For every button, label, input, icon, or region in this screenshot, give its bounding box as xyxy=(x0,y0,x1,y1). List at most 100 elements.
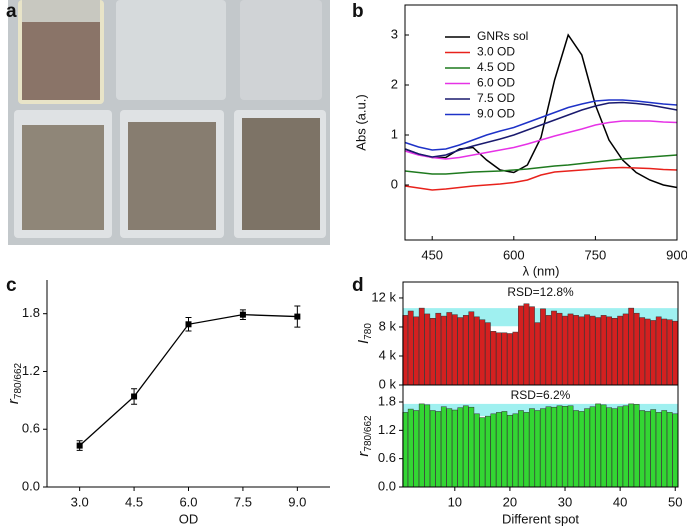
x-tick-label: 30 xyxy=(558,494,572,509)
bar xyxy=(490,331,497,386)
bar xyxy=(529,306,535,386)
y-tick-label: 0.6 xyxy=(378,450,396,465)
y-axis-label: r780/662 xyxy=(5,362,24,404)
bar xyxy=(507,414,513,488)
marker xyxy=(294,313,301,320)
marker xyxy=(131,393,138,400)
bar xyxy=(435,411,442,488)
bar xyxy=(485,415,491,488)
marker xyxy=(185,321,192,328)
x-axis-label: OD xyxy=(179,511,199,526)
bar xyxy=(501,332,508,386)
well-sample xyxy=(242,118,320,230)
bar xyxy=(633,312,640,386)
bar xyxy=(666,319,673,386)
x-tick-label: 50 xyxy=(668,494,682,509)
bar xyxy=(473,413,480,488)
bar xyxy=(512,331,519,386)
bar xyxy=(556,405,563,488)
y-tick-label: 1.2 xyxy=(22,363,40,378)
bar xyxy=(429,318,436,386)
bar xyxy=(534,322,541,386)
bar xyxy=(518,410,524,488)
bar xyxy=(633,404,640,488)
bar xyxy=(462,315,469,386)
bar xyxy=(650,409,657,488)
bar xyxy=(606,316,612,386)
well xyxy=(240,0,322,100)
bar xyxy=(501,411,508,488)
y-axis-label: r780/662 xyxy=(355,415,374,457)
x-tick-label: 10 xyxy=(448,494,462,509)
y-tick-label: 12 k xyxy=(371,289,396,304)
y-tick-label: 4 k xyxy=(379,347,397,362)
x-tick-label: 450 xyxy=(421,247,443,262)
chart: 0.0 0.6 1.2 1.8 10 20 30 40 50 Different spot r780… xyxy=(355,384,682,526)
bar xyxy=(473,316,480,386)
x-tick-label: 750 xyxy=(585,247,607,262)
line xyxy=(404,101,678,158)
x-tick-label: 4.5 xyxy=(125,494,143,509)
bar xyxy=(644,411,651,488)
bar xyxy=(496,332,502,386)
y-axis-label-sub: 780/662 xyxy=(363,415,374,452)
bar xyxy=(617,406,624,488)
bar xyxy=(650,320,657,386)
bar xyxy=(407,310,414,386)
x-tick-label: 3.0 xyxy=(71,494,89,509)
legend-label: 6.0 OD xyxy=(477,76,515,90)
bar xyxy=(606,407,612,488)
bar xyxy=(600,315,607,386)
x-axis-label: Different spot xyxy=(502,511,579,526)
bar xyxy=(617,315,624,386)
y-axis-label-main: r xyxy=(5,398,22,404)
bar xyxy=(540,408,546,488)
bar xyxy=(457,407,464,488)
panel-label: c xyxy=(6,275,17,296)
bar xyxy=(551,310,557,386)
annotation: RSD=6.2% xyxy=(511,388,571,402)
bar xyxy=(523,303,530,386)
bar xyxy=(628,403,635,488)
y-axis-label-sub: 780 xyxy=(363,323,374,340)
marker xyxy=(76,442,83,449)
bar xyxy=(407,408,414,488)
bar xyxy=(413,316,420,386)
x-axis-label: λ (nm) xyxy=(523,263,560,278)
bar xyxy=(512,413,519,488)
chart: 0 k 4 k 8 k 12 k I780 RSD=12.8% xyxy=(355,281,679,391)
bar xyxy=(562,406,568,488)
line xyxy=(404,33,678,189)
bar xyxy=(573,315,579,386)
axes-frame xyxy=(402,384,679,488)
bar xyxy=(424,313,431,386)
y-tick-label: 0 xyxy=(391,176,398,191)
y-axis-label-main: I xyxy=(355,340,372,344)
legend-label: 9.0 OD xyxy=(477,107,515,121)
x-tick-label: 900 xyxy=(666,247,687,262)
y-tick-label: 8 k xyxy=(379,318,397,333)
x-tick-label: 600 xyxy=(503,247,525,262)
bar xyxy=(462,405,469,488)
y-tick-label: 1 xyxy=(391,126,398,141)
well-sample xyxy=(22,125,104,230)
bar xyxy=(655,316,662,386)
y-tick-label: 1.2 xyxy=(378,422,396,437)
bar xyxy=(468,406,475,488)
y-tick-label: 0.0 xyxy=(378,478,396,493)
chart: GNRs sol 3.0 OD4.5 OD 6.0 OD7.5 OD 9.0 OD 0 1… xyxy=(353,4,687,278)
bar xyxy=(523,412,530,488)
y-tick-label: 1.8 xyxy=(378,393,396,408)
legend-label: 7.5 OD xyxy=(477,91,515,105)
line xyxy=(79,314,298,447)
bar xyxy=(622,405,629,488)
bar xyxy=(655,412,662,488)
y-axis-label: Abs (a.u.) xyxy=(353,94,368,150)
bar xyxy=(479,417,486,488)
bar xyxy=(573,410,579,488)
legend-label: GNRs sol xyxy=(477,29,528,43)
legend-label: 4.5 OD xyxy=(477,60,515,74)
y-tick-label: 2 xyxy=(391,76,398,91)
bar xyxy=(518,305,524,386)
axes-frame xyxy=(404,4,678,241)
